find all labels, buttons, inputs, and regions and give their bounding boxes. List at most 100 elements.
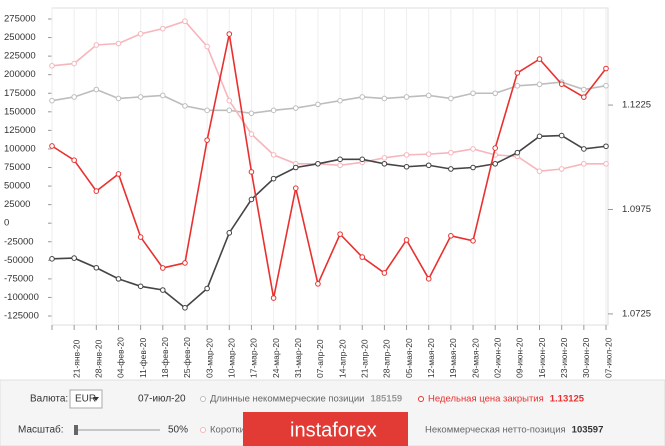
y-tick-label: 175000 [4, 88, 36, 99]
series-point [536, 81, 543, 88]
series-point [581, 94, 587, 100]
series-point [93, 264, 100, 271]
x-tick-label: 18-фев-20 [160, 337, 170, 378]
series-point [359, 94, 366, 100]
series-point [137, 31, 144, 37]
series-point [226, 107, 233, 114]
series-point [204, 107, 210, 114]
y-tick-label: 250000 [4, 32, 36, 43]
y2-tick-label: 1.0725 [622, 308, 651, 319]
watermark-box [243, 412, 408, 446]
series-point [514, 83, 521, 89]
series-point [270, 295, 277, 301]
series-point [470, 238, 476, 244]
series-point [514, 70, 521, 76]
series-point [182, 103, 188, 109]
scale-value: 50% [168, 425, 188, 436]
series-line [51, 20, 606, 173]
currency-select[interactable] [69, 389, 103, 409]
series-point [403, 152, 410, 158]
select-arrow [93, 397, 99, 401]
series-point [603, 82, 609, 89]
series-point [603, 160, 609, 167]
series-point [337, 97, 343, 104]
x-tick-label: 28-янв-20 [94, 339, 104, 378]
y-tick-label: -25000 [4, 236, 34, 247]
x-tick-label: 16-июн-20 [537, 337, 547, 378]
series-point [93, 42, 100, 48]
scale-label: Масштаб: [18, 424, 64, 436]
legend-label: Некоммерческая нетто-позиция [425, 425, 566, 436]
x-tick-label: 10-мар-20 [227, 338, 237, 378]
y-tick-label: 150000 [4, 106, 36, 117]
series-point [492, 90, 499, 97]
legend-marker [200, 396, 206, 402]
y2-tick-label: 1.0975 [622, 204, 651, 215]
y-tick-label: 225000 [4, 51, 36, 62]
series-point [226, 97, 233, 104]
series-point [115, 95, 122, 102]
x-tick-label: 23-июн-20 [559, 337, 569, 378]
series-point [71, 94, 77, 100]
series-point [470, 146, 476, 152]
series-point [536, 168, 543, 175]
x-tick-label: 12-мая-20 [426, 338, 436, 378]
series-point [160, 265, 166, 271]
currency-value: EUR [75, 394, 96, 405]
series-point [115, 40, 122, 47]
series-point [49, 256, 55, 262]
series-point [381, 155, 388, 161]
series-point [93, 188, 100, 194]
x-tick-label: 03-мар-20 [204, 338, 214, 378]
series-point [558, 81, 565, 87]
series-point [71, 255, 77, 261]
series-point [337, 231, 343, 237]
series-point [514, 149, 521, 156]
series-point [248, 169, 255, 175]
series-point [536, 133, 543, 140]
series-point [603, 143, 609, 150]
series-point [381, 160, 388, 167]
series-point [93, 86, 100, 93]
series-point [115, 276, 122, 282]
series-point [204, 285, 210, 292]
series-point [248, 110, 255, 117]
series-point [315, 160, 321, 167]
legend-label: Длинные некоммерческие позиции [210, 394, 364, 405]
series-point [448, 149, 454, 156]
series-point [425, 276, 432, 282]
series-point [581, 86, 587, 93]
series-point [270, 175, 277, 182]
legend-label: Недельная цена закрытия [428, 394, 544, 405]
series-point [581, 160, 587, 167]
series-point [359, 156, 366, 163]
series-point [71, 60, 77, 67]
y-tick-label: 100000 [4, 143, 36, 154]
series-point [558, 132, 565, 139]
series-point [248, 131, 255, 137]
y-tick-label: 75000 [4, 162, 30, 173]
series-point [425, 162, 432, 169]
y-tick-label: -50000 [4, 255, 34, 266]
series-point [403, 237, 410, 243]
series-point [49, 62, 55, 69]
series-point [492, 145, 499, 151]
y2-tick-label: 1.1225 [622, 100, 651, 111]
x-tick-label: 26-мая-20 [470, 338, 480, 378]
slider-thumb[interactable] [74, 425, 78, 435]
y-tick-label: -100000 [4, 292, 39, 303]
y-tick-label: 0 [4, 218, 9, 229]
series-point [381, 95, 388, 102]
series-point [292, 105, 299, 111]
y-tick-label: 200000 [4, 69, 36, 80]
series-point [448, 166, 454, 172]
x-tick-label: 09-июн-20 [515, 337, 525, 378]
series-point [248, 196, 255, 203]
x-tick-label: 04-фев-20 [116, 337, 126, 378]
series-point [425, 92, 432, 99]
series-point [182, 305, 188, 311]
series-line [51, 134, 607, 309]
series-point [270, 107, 277, 114]
x-tick-label: 19-мая-20 [448, 338, 458, 378]
